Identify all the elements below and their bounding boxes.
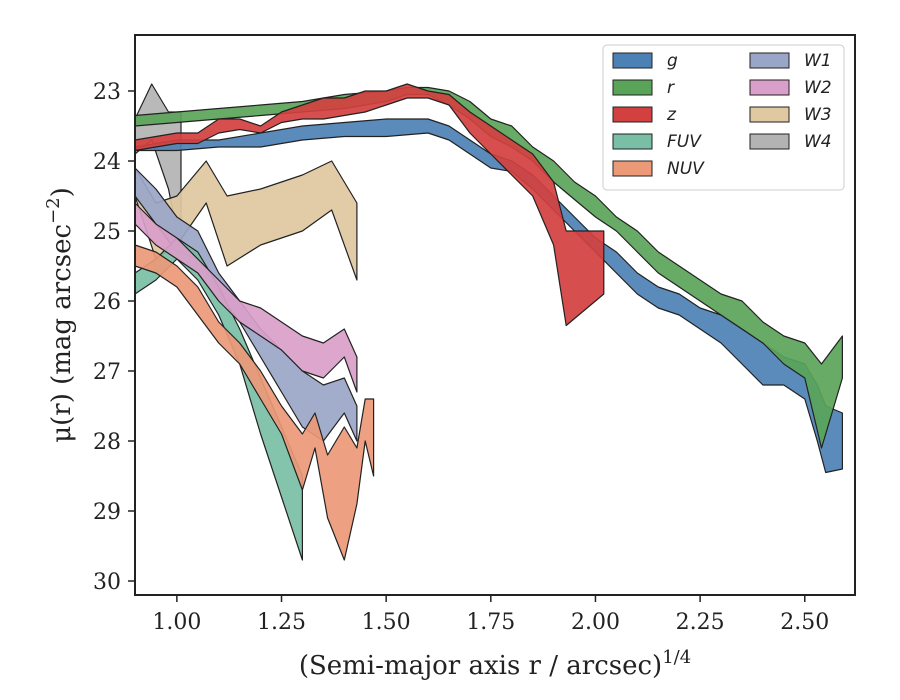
legend-swatch-w1 xyxy=(749,52,790,69)
y-tick-label: 25 xyxy=(93,220,121,245)
y-tick-label: 23 xyxy=(93,80,121,105)
band-nuv xyxy=(134,244,375,561)
y-tick-label: 27 xyxy=(93,360,121,385)
legend-swatch-g xyxy=(612,52,653,69)
legend-swatch-z xyxy=(612,106,653,123)
legend-label-w4: W4 xyxy=(804,132,832,152)
legend-swatch-w3 xyxy=(749,106,790,123)
y-tick-label: 26 xyxy=(93,290,121,315)
x-tick-label: 1.00 xyxy=(152,610,201,635)
legend-label-z: z xyxy=(666,105,677,125)
x-tick-label: 1.25 xyxy=(257,610,306,635)
y-axis-ticks: 23 24 25 26 27 28 29 30 xyxy=(93,80,135,595)
legend-label-w3: W3 xyxy=(804,105,832,125)
legend-label-r: r xyxy=(667,78,675,98)
y-axis-label-exponent: −2 xyxy=(43,197,64,224)
y-axis-label: μ(r) (mag arcsec−2) xyxy=(43,187,77,443)
x-tick-label: 1.75 xyxy=(466,610,515,635)
x-tick-label: 2.00 xyxy=(571,610,620,635)
x-axis-label-text: (Semi-major axis r / arcsec) xyxy=(299,651,662,681)
band-g xyxy=(134,118,844,474)
y-tick-label: 29 xyxy=(93,500,121,525)
band-w2 xyxy=(134,202,358,393)
legend-label-g: g xyxy=(667,51,678,71)
y-tick-label: 24 xyxy=(93,150,121,175)
plot-frame xyxy=(134,34,856,596)
legend: grz FUV NUV W1 W2 W3 W4 xyxy=(602,44,845,191)
band-z xyxy=(134,83,605,327)
legend-label-nuv: NUV xyxy=(667,159,705,179)
legend-swatch-r xyxy=(612,79,653,96)
legend-swatch-w2 xyxy=(749,79,790,96)
legend-swatch-fuv xyxy=(612,133,653,150)
y-axis-label-tail: ) xyxy=(47,187,77,197)
y-tick-label: 28 xyxy=(93,430,121,455)
legend-label-w2: W2 xyxy=(804,78,832,98)
y-tick-label: 30 xyxy=(93,570,121,595)
legend-label-w1: W1 xyxy=(804,51,832,71)
legend-swatch-nuv xyxy=(612,160,653,177)
x-axis-label: (Semi-major axis r / arcsec)1/4 xyxy=(299,647,691,681)
series-bands xyxy=(134,83,844,561)
x-axis-label-exponent: 1/4 xyxy=(662,647,691,668)
x-tick-label: 2.50 xyxy=(780,610,829,635)
x-axis-ticks: 1.00 1.25 1.50 1.75 2.00 2.25 2.50 xyxy=(152,595,829,635)
legend-label-fuv: FUV xyxy=(667,132,702,152)
legend-swatch-w4 xyxy=(749,133,790,150)
x-tick-label: 2.25 xyxy=(676,610,725,635)
x-tick-label: 1.50 xyxy=(362,610,411,635)
y-axis-label-text: μ(r) (mag arcsec xyxy=(47,224,77,443)
